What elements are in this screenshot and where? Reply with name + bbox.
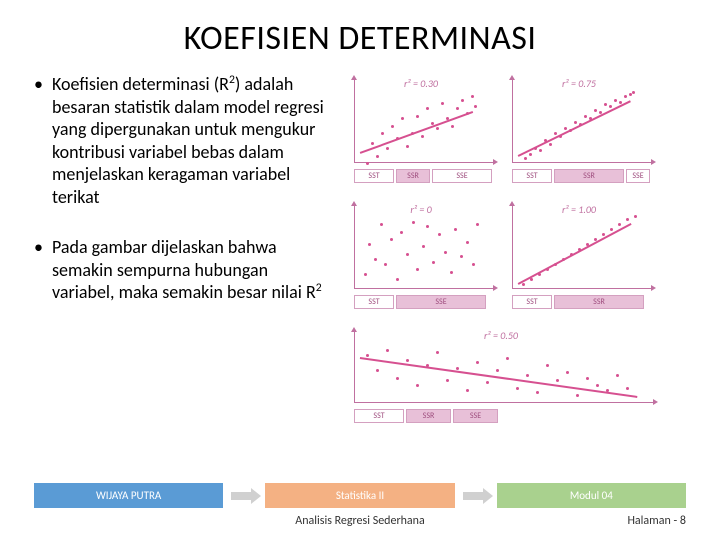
variance-bar: SST xyxy=(354,295,394,309)
r2-label: r² = 0.30 xyxy=(404,77,438,90)
variance-bar: SSE xyxy=(626,169,650,183)
variance-bar: SSR xyxy=(554,169,624,183)
footer-box-1: WIJAYA PUTRA xyxy=(34,483,223,508)
variance-bar: SSR xyxy=(396,169,430,183)
footer-box-3: Modul 04 xyxy=(497,483,686,508)
footer-meta: Analisis Regresi Sederhana Halaman - 8 xyxy=(34,514,686,528)
r2-label: r² = 1.00 xyxy=(562,203,596,216)
content-area: Koefisien determinasi (R2) adalah besara… xyxy=(34,73,686,441)
r2-label: r² = 0.75 xyxy=(562,77,596,90)
variance-bar: SSR xyxy=(406,409,451,423)
bullet-2: Pada gambar dijelaskan bahwa semakin sem… xyxy=(34,236,334,304)
slide-title: KOEFISIEN DETERMINASI xyxy=(34,18,686,59)
footer: WIJAYA PUTRA Statistika II Modul 04 Anal… xyxy=(0,483,720,528)
r2-label: r² = 0 xyxy=(410,203,431,216)
smartart-nav: WIJAYA PUTRA Statistika II Modul 04 xyxy=(34,483,686,508)
scatter-panel: r² = 0 SSTSSE xyxy=(346,203,496,323)
variance-bar: SST xyxy=(512,169,552,183)
text-column: Koefisien determinasi (R2) adalah besara… xyxy=(34,73,334,441)
scatter-panel: r² = 0.50 SSTSSRSSE xyxy=(346,329,656,437)
scatter-panel: r² = 0.75 SSTSSRSSE xyxy=(504,77,654,197)
variance-bar: SST xyxy=(354,169,394,183)
variance-bar: SST xyxy=(354,409,404,423)
bullet-1: Koefisien determinasi (R2) adalah besara… xyxy=(34,73,334,208)
variance-bar: SSE xyxy=(453,409,498,423)
scatter-panel: r² = 1.00 SSTSSR xyxy=(504,203,654,323)
r2-label: r² = 0.50 xyxy=(484,329,518,342)
footer-box-2: Statistika II xyxy=(265,483,454,508)
arrow-icon xyxy=(227,488,261,504)
arrow-icon xyxy=(459,488,493,504)
variance-bar: SSR xyxy=(554,295,644,309)
variance-bar: SST xyxy=(512,295,552,309)
footer-subtitle: Analisis Regresi Sederhana xyxy=(154,514,566,528)
scatter-panel: r² = 0.30 SSTSSRSSE xyxy=(346,77,496,197)
variance-bar: SSE xyxy=(432,169,492,183)
variance-bar: SSE xyxy=(396,295,486,309)
page-number: Halaman - 8 xyxy=(566,514,686,528)
figure-column: r² = 0.30SSTSSRSSEr² = 0.75SSTSSRSSEr² =… xyxy=(342,73,686,441)
